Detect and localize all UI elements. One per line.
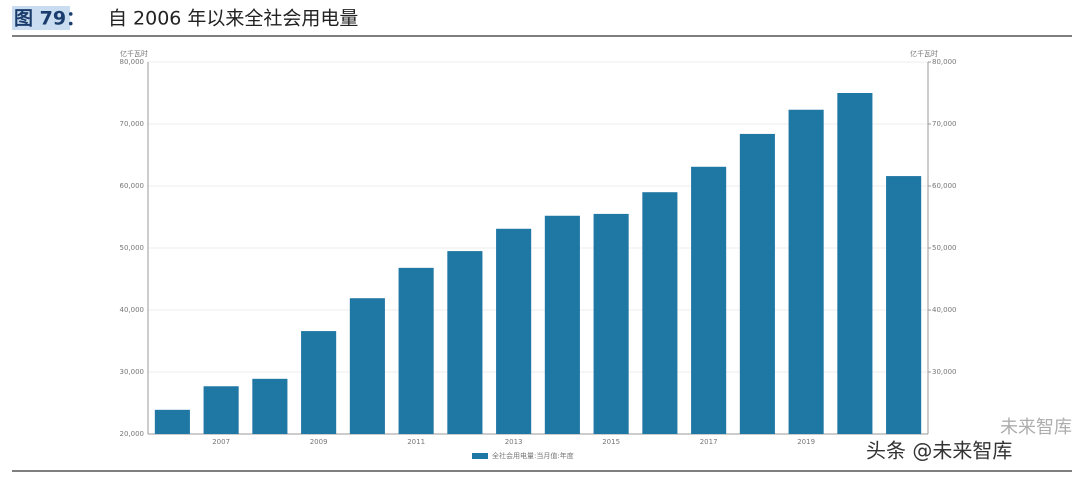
bar xyxy=(349,298,385,434)
y-unit: 亿千瓦时 xyxy=(120,49,148,58)
y-tick-label: 30,000 xyxy=(120,368,145,376)
x-tick-label: 2007 xyxy=(212,438,230,446)
legend-swatch xyxy=(472,453,488,459)
chart-title: 自 2006 年以来全社会用电量 xyxy=(108,8,358,30)
bar xyxy=(301,331,337,434)
y2-tick-label: 70,000 xyxy=(932,120,957,128)
watermark: 头条 @未来智库 xyxy=(866,439,1012,463)
x-tick-label: 2009 xyxy=(310,438,328,446)
y-tick-label: 50,000 xyxy=(120,244,145,252)
y2-tick-label: 30,000 xyxy=(932,368,957,376)
y-tick-label: 60,000 xyxy=(120,182,145,190)
figure-label-bg xyxy=(12,6,70,30)
y-tick-label: 70,000 xyxy=(120,120,145,128)
bar xyxy=(593,213,629,434)
bar xyxy=(642,192,678,434)
y-tick-label: 20,000 xyxy=(120,430,145,438)
y2-unit: 亿千瓦时 xyxy=(910,49,938,58)
y2-tick-label: 80,000 xyxy=(932,58,957,66)
y-tick-label: 40,000 xyxy=(120,306,145,314)
y2-tick-label: 60,000 xyxy=(932,182,957,190)
watermark: 未来智库 xyxy=(1000,417,1072,438)
figure-label: 图 79： xyxy=(14,8,85,30)
bar xyxy=(447,251,483,434)
bar xyxy=(154,409,190,434)
bar xyxy=(203,386,239,434)
x-tick-label: 2017 xyxy=(700,438,718,446)
bar xyxy=(544,215,580,434)
y2-tick-label: 40,000 xyxy=(932,306,957,314)
bar xyxy=(496,228,532,434)
y2-tick-label: 50,000 xyxy=(932,244,957,252)
x-tick-label: 2011 xyxy=(407,438,425,446)
x-tick-label: 2019 xyxy=(797,438,815,446)
bar xyxy=(788,109,824,435)
x-tick-label: 2015 xyxy=(602,438,620,446)
legend-label: 全社会用电量:当月值:年度 xyxy=(492,451,574,460)
bar xyxy=(691,166,727,434)
bar xyxy=(398,267,434,434)
bar xyxy=(739,133,775,435)
bar xyxy=(837,93,873,434)
x-tick-label: 2013 xyxy=(505,438,523,446)
bar xyxy=(886,176,922,434)
y-tick-label: 80,000 xyxy=(120,58,145,66)
bar xyxy=(252,378,288,434)
